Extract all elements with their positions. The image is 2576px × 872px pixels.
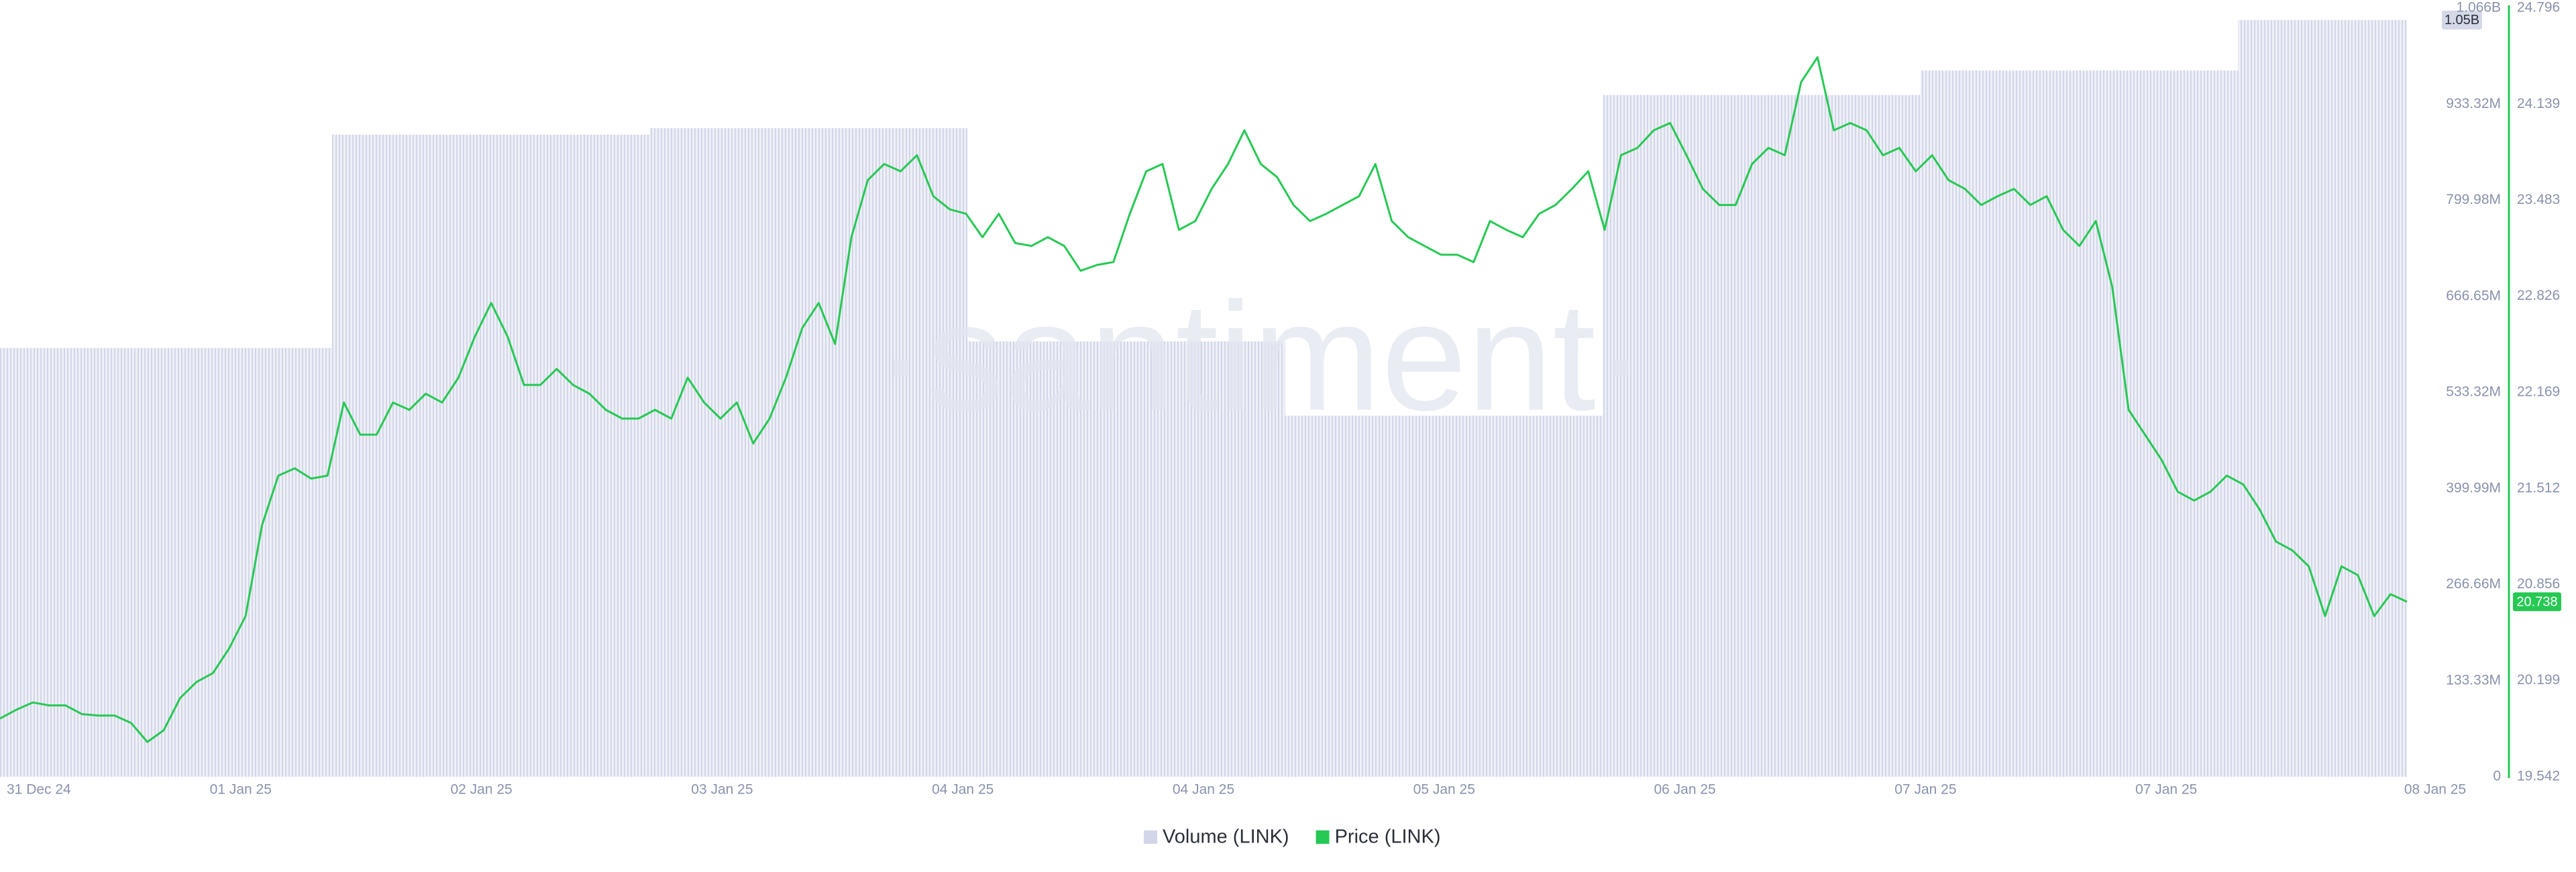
x-tick-label: 08 Jan 25 (2404, 782, 2466, 798)
x-tick-label: 05 Jan 25 (1413, 782, 1475, 798)
y2-tick-label: 20.856 (2517, 576, 2560, 592)
price-flag-bg (2513, 592, 2561, 612)
y-tick-label: 266.66M (2446, 576, 2501, 592)
volume-step (0, 347, 332, 777)
x-tick-label: 02 Jan 25 (450, 782, 512, 798)
x-tick-label: 03 Jan 25 (691, 782, 753, 798)
y2-tick-label: 19.542 (2517, 769, 2560, 784)
x-tick-label: 31 Dec 24 (7, 782, 71, 798)
y-tick-label: 0 (2493, 769, 2501, 784)
x-tick-label: 04 Jan 25 (932, 782, 994, 798)
legend-swatch (1316, 830, 1330, 844)
x-tick-label: 07 Jan 25 (1894, 782, 1956, 798)
volume-flag-bg (2442, 10, 2482, 30)
y-tick-label: 933.32M (2446, 96, 2501, 111)
volume-step (649, 128, 968, 777)
y-tick-label: 399.99M (2446, 480, 2501, 496)
x-tick-label: 01 Jan 25 (210, 782, 272, 798)
volume-layer (0, 19, 2407, 777)
y2-tick-label: 24.796 (2517, 0, 2560, 15)
legend-label: Volume (LINK) (1163, 826, 1289, 848)
volume-step (2238, 19, 2407, 777)
x-tick-label: 06 Jan 25 (1654, 782, 1715, 798)
y2-tick-label: 21.512 (2517, 480, 2560, 496)
y-tick-label: 666.65M (2446, 288, 2501, 303)
watermark: ·santiment· (875, 270, 1647, 443)
price-line (0, 56, 2408, 743)
price-flag: 20.738 (2516, 594, 2557, 609)
x-tick-label: 07 Jan 25 (2135, 782, 2197, 798)
y-tick-label: 133.33M (2446, 672, 2501, 688)
x-tick-label: 04 Jan 25 (1173, 782, 1234, 798)
y2-tick-label: 24.139 (2517, 96, 2560, 111)
y-tick-label: 1.066B (2456, 0, 2501, 15)
volume-step (1603, 95, 1921, 777)
volume-step (967, 341, 1285, 777)
legend-label: Price (LINK) (1335, 826, 1441, 848)
y-tick-label: 799.98M (2446, 192, 2501, 207)
y2-tick-label: 23.483 (2517, 192, 2560, 207)
volume-step (1920, 70, 2239, 777)
volume-step (331, 134, 650, 777)
y-tick-label: 533.32M (2446, 384, 2501, 400)
y2-tick-label: 22.169 (2517, 384, 2560, 400)
volume-step (1285, 415, 1603, 777)
volume-flag: 1.05B (2445, 13, 2479, 28)
y2-tick-label: 22.826 (2517, 288, 2560, 303)
legend-swatch (1144, 830, 1157, 844)
y2-tick-label: 20.199 (2517, 672, 2560, 688)
